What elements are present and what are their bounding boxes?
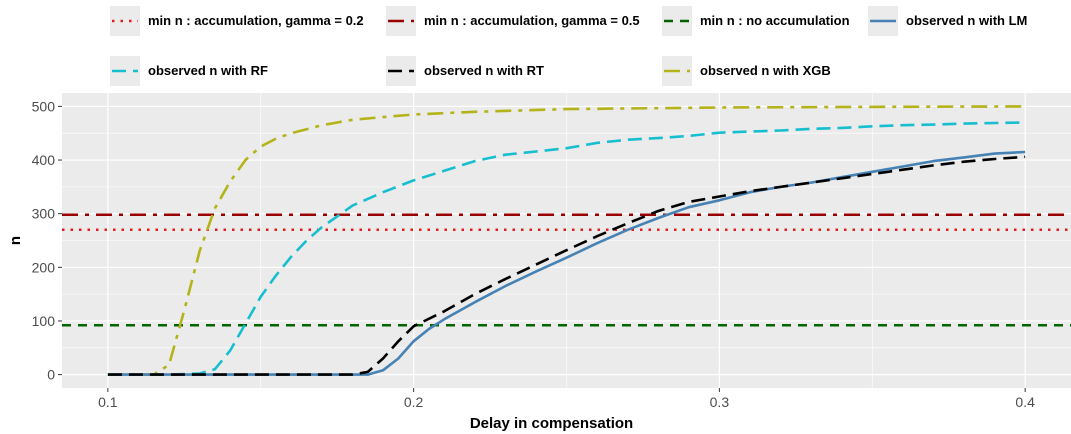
y-tick-label: 100 xyxy=(32,313,56,329)
legend-item: observed n with XGB xyxy=(662,56,831,86)
legend-label: min n : accumulation, gamma = 0.2 xyxy=(148,13,364,28)
y-tick-label: 400 xyxy=(32,152,56,168)
y-axis-title: n xyxy=(7,236,24,245)
y-axis-ticks: 0 100 200 300 400 500 xyxy=(32,98,62,383)
legend: min n : accumulation, gamma = 0.2 min n :… xyxy=(110,6,1027,86)
legend-item: min n : no accumulation xyxy=(662,6,850,36)
x-axis-title: Delay in compensation xyxy=(470,415,633,432)
y-tick-label: 500 xyxy=(32,98,56,114)
series-line-rf xyxy=(107,121,1026,376)
x-tick-label: 0.2 xyxy=(404,394,424,410)
series-line-xgb xyxy=(107,105,1026,376)
legend-label: min n : no accumulation xyxy=(700,13,850,28)
series-lines xyxy=(107,105,1026,376)
legend-label: observed n with RT xyxy=(424,63,544,78)
y-tick-label: 200 xyxy=(32,259,56,275)
legend-item: observed n with RT xyxy=(386,56,544,86)
y-tick-label: 300 xyxy=(32,206,56,222)
y-tick-label: 0 xyxy=(47,367,55,383)
reference-lines xyxy=(62,213,1071,327)
legend-label: min n : accumulation, gamma = 0.5 xyxy=(424,13,640,28)
x-tick-label: 0.4 xyxy=(1015,394,1035,410)
legend-item: min n : accumulation, gamma = 0.5 xyxy=(386,6,640,36)
legend-label: observed n with LM xyxy=(906,13,1027,28)
legend-item: min n : accumulation, gamma = 0.2 xyxy=(110,6,364,36)
x-tick-label: 0.3 xyxy=(710,394,730,410)
legend-item: observed n with LM xyxy=(868,6,1027,36)
x-axis-ticks: 0.1 0.2 0.3 0.4 xyxy=(98,388,1035,410)
x-tick-label: 0.1 xyxy=(98,394,118,410)
legend-label: observed n with XGB xyxy=(700,63,831,78)
legend-label: observed n with RF xyxy=(148,63,268,78)
series-line-rt xyxy=(107,155,1026,376)
legend-key xyxy=(110,6,140,36)
legend-item: observed n with RF xyxy=(110,56,268,86)
